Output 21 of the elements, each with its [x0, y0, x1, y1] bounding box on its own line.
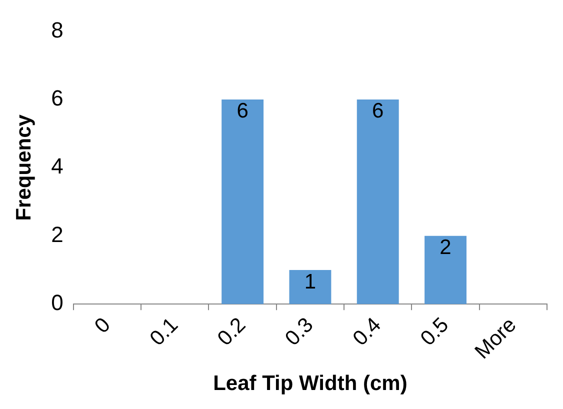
x-tick-label: 0.1	[146, 313, 183, 350]
data-label: 1	[304, 270, 316, 294]
y-tick-label: 0	[51, 290, 64, 316]
bar	[424, 236, 466, 304]
x-tick-label: 0.2	[213, 313, 250, 350]
y-tick-label: 2	[51, 222, 64, 247]
data-label: 6	[236, 100, 248, 123]
x-tick-label: 0.3	[280, 313, 318, 350]
data-label: 2	[440, 236, 452, 260]
x-tick-label: 0.5	[416, 313, 454, 350]
data-label: 6	[372, 100, 384, 123]
y-tick-label: 6	[51, 86, 64, 110]
bar	[289, 270, 332, 304]
x-axis-title: Leaf Tip Width (cm)	[213, 372, 408, 396]
y-tick-label: 8	[51, 17, 64, 42]
bar	[356, 99, 399, 304]
y-axis-title: Frequency	[12, 114, 36, 221]
x-tick-label: 0.4	[348, 313, 386, 350]
y-tick-label: 4	[51, 154, 64, 179]
x-tick-label: 0	[90, 313, 115, 338]
bar	[222, 99, 264, 304]
